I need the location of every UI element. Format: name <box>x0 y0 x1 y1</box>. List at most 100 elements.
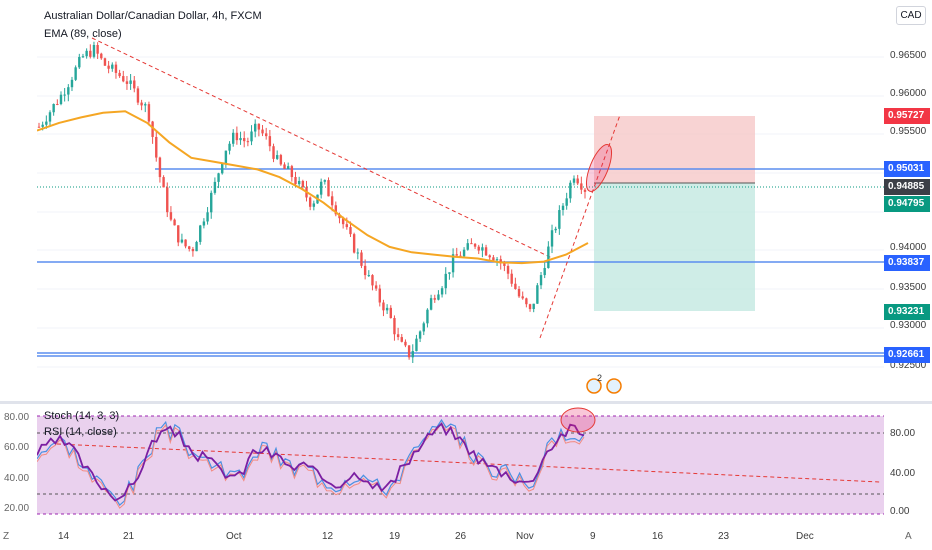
candle[interactable] <box>407 345 411 358</box>
candle[interactable] <box>246 141 250 143</box>
candle[interactable] <box>492 257 495 261</box>
candle[interactable] <box>367 275 370 277</box>
candle[interactable] <box>272 146 275 159</box>
candle[interactable] <box>389 307 392 319</box>
candle[interactable] <box>411 351 414 358</box>
candle[interactable] <box>261 129 264 134</box>
candle[interactable] <box>459 255 462 257</box>
entry-price-tag[interactable]: 0.94795 <box>884 196 930 212</box>
candle[interactable] <box>444 273 447 289</box>
candle[interactable] <box>429 298 433 310</box>
candle[interactable] <box>162 177 165 188</box>
candle[interactable] <box>583 189 587 192</box>
candle[interactable] <box>558 210 561 229</box>
candle[interactable] <box>360 252 363 266</box>
candle[interactable] <box>426 309 429 324</box>
candle[interactable] <box>349 227 352 235</box>
candle[interactable] <box>286 166 290 169</box>
candle[interactable] <box>569 182 572 199</box>
candle[interactable] <box>415 338 418 352</box>
candle[interactable] <box>177 225 180 243</box>
candle[interactable] <box>539 275 543 286</box>
stop-price-tag[interactable]: 0.95727 <box>884 108 930 124</box>
candle[interactable] <box>473 243 477 247</box>
candle[interactable] <box>275 155 279 159</box>
candle[interactable] <box>330 196 334 206</box>
candle[interactable] <box>250 131 253 142</box>
flag-ca-icon[interactable] <box>606 378 622 394</box>
candle[interactable] <box>393 318 396 335</box>
oscillator-pane[interactable]: Stoch (14, 3, 3) RSI (14, close) <box>37 404 884 522</box>
candle[interactable] <box>418 331 422 339</box>
candle[interactable] <box>243 138 246 142</box>
candle[interactable] <box>63 94 66 96</box>
candle[interactable] <box>199 225 202 242</box>
candle[interactable] <box>122 76 125 82</box>
candle[interactable] <box>488 255 491 258</box>
oscillator-chart[interactable] <box>37 404 884 522</box>
candle[interactable] <box>195 241 198 252</box>
candle[interactable] <box>100 53 103 59</box>
candle[interactable] <box>525 298 528 305</box>
candle[interactable] <box>466 243 469 250</box>
candle[interactable] <box>70 79 74 88</box>
rsi-line[interactable] <box>37 422 585 502</box>
candle[interactable] <box>543 268 546 276</box>
candle[interactable] <box>499 259 502 264</box>
candle[interactable] <box>514 283 517 290</box>
candle[interactable] <box>312 203 316 207</box>
candle[interactable] <box>517 289 521 297</box>
candle[interactable] <box>45 121 48 125</box>
candle[interactable] <box>506 265 510 274</box>
candle[interactable] <box>319 181 323 195</box>
main-chart-pane[interactable]: Australian Dollar/Canadian Dollar, 4h, F… <box>37 0 884 400</box>
candle[interactable] <box>378 288 381 303</box>
candle[interactable] <box>129 80 132 84</box>
candle[interactable] <box>59 94 63 105</box>
candle[interactable] <box>455 254 458 256</box>
candle[interactable] <box>396 334 400 338</box>
candle[interactable] <box>470 243 473 245</box>
candle[interactable] <box>257 123 261 130</box>
support-price-tag[interactable]: 0.93837 <box>884 255 930 271</box>
candle[interactable] <box>536 285 539 304</box>
candle[interactable] <box>503 263 506 266</box>
candle[interactable] <box>114 64 118 73</box>
candle[interactable] <box>495 259 499 261</box>
candle[interactable] <box>213 181 217 193</box>
major-support-price-tag[interactable]: 0.92661 <box>884 347 930 363</box>
candle[interactable] <box>67 87 70 95</box>
candle[interactable] <box>371 275 374 286</box>
candle[interactable] <box>451 254 455 273</box>
candle[interactable] <box>206 212 209 222</box>
candle[interactable] <box>169 212 173 220</box>
candle[interactable] <box>125 81 129 84</box>
candle[interactable] <box>400 337 403 342</box>
candle[interactable] <box>433 298 436 300</box>
candle[interactable] <box>323 180 327 182</box>
candle[interactable] <box>301 180 305 188</box>
zoom-button[interactable]: Z <box>3 531 10 542</box>
candle[interactable] <box>254 123 257 132</box>
candle[interactable] <box>440 288 444 295</box>
candle[interactable] <box>151 121 154 137</box>
candle[interactable] <box>180 239 184 243</box>
candle[interactable] <box>404 341 407 346</box>
candle[interactable] <box>268 136 272 147</box>
candle[interactable] <box>52 103 55 113</box>
candle[interactable] <box>133 80 136 89</box>
candle[interactable] <box>184 239 187 247</box>
candle[interactable] <box>374 285 378 289</box>
current-price-tag[interactable]: 0.94885 <box>884 179 930 195</box>
ema-line[interactable] <box>37 110 589 265</box>
candle[interactable] <box>554 228 557 231</box>
candle[interactable] <box>103 58 107 66</box>
candle[interactable] <box>107 65 110 69</box>
candle[interactable] <box>363 265 367 276</box>
candle[interactable] <box>56 103 59 105</box>
candle[interactable] <box>327 180 330 197</box>
candle[interactable] <box>341 218 345 225</box>
candle[interactable] <box>74 67 77 80</box>
candle[interactable] <box>224 150 228 164</box>
resistance-price-tag[interactable]: 0.95031 <box>884 161 930 177</box>
